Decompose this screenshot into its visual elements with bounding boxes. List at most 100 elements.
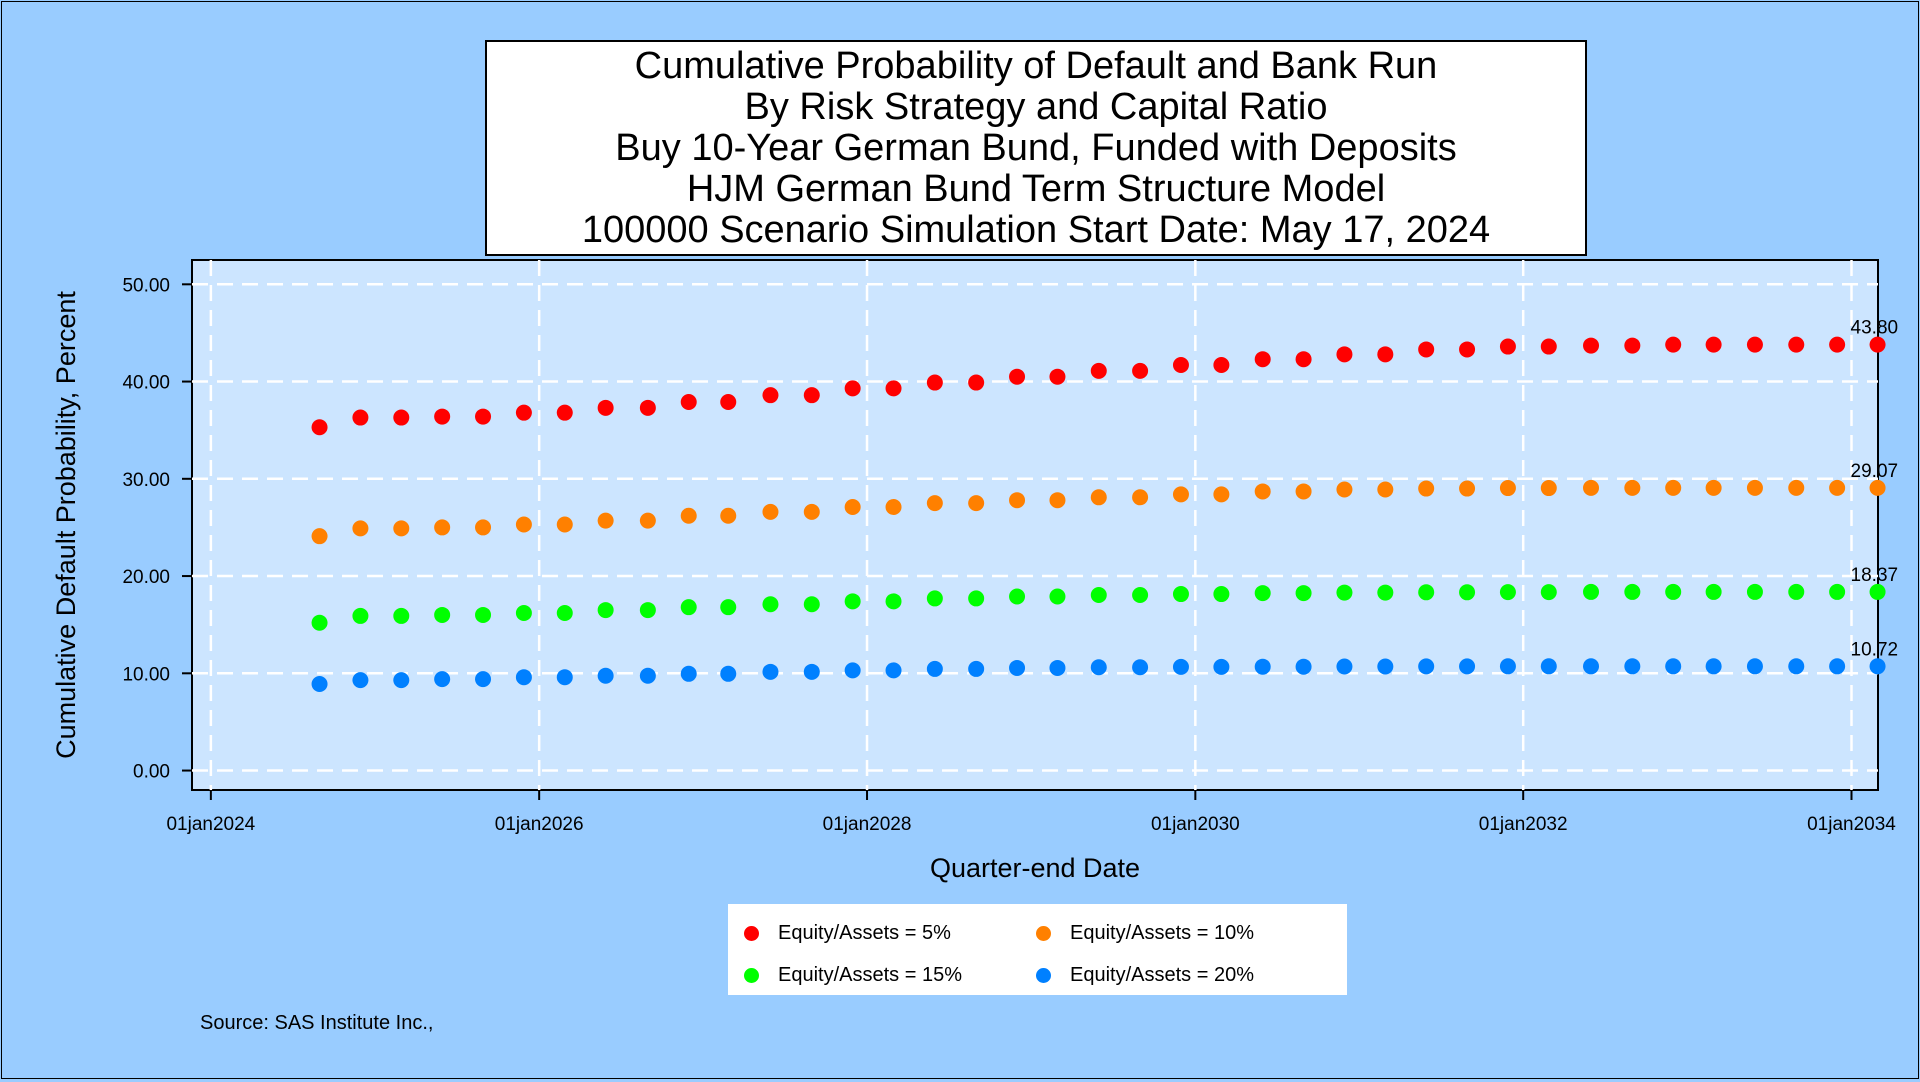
data-point bbox=[1418, 341, 1435, 358]
data-point bbox=[1213, 586, 1230, 603]
data-point bbox=[762, 596, 779, 613]
data-point bbox=[1132, 587, 1149, 604]
data-point bbox=[926, 590, 943, 607]
data-point bbox=[926, 495, 943, 512]
data-point bbox=[720, 599, 737, 616]
data-point bbox=[803, 596, 820, 613]
data-point bbox=[434, 671, 451, 688]
title-box: Cumulative Probability of Default and Ba… bbox=[485, 40, 1587, 256]
data-point bbox=[597, 602, 614, 619]
y-tick-label: 0.00 bbox=[133, 762, 170, 783]
data-point bbox=[434, 606, 451, 623]
data-point bbox=[1172, 586, 1189, 603]
data-point bbox=[1705, 336, 1722, 353]
data-point bbox=[515, 605, 532, 622]
data-point bbox=[475, 519, 492, 536]
data-point bbox=[1583, 658, 1600, 675]
data-point bbox=[475, 408, 492, 425]
data-point bbox=[1583, 337, 1600, 354]
data-point bbox=[515, 516, 532, 533]
data-point bbox=[1665, 336, 1682, 353]
legend-item-2: Equity/Assets = 10% bbox=[1036, 918, 1336, 949]
data-labels: 43.80 29.07 18.37 10.72 bbox=[1851, 318, 1899, 661]
title-line-3: Buy 10-Year German Bund, Funded with Dep… bbox=[615, 126, 1457, 169]
data-point bbox=[1254, 658, 1271, 675]
data-point bbox=[1049, 492, 1066, 509]
data-point bbox=[1624, 337, 1641, 354]
data-point bbox=[1172, 486, 1189, 503]
data-point bbox=[1665, 658, 1682, 675]
source-note: Source: SAS Institute Inc., bbox=[200, 1012, 434, 1034]
data-point bbox=[803, 663, 820, 680]
data-point bbox=[639, 512, 656, 529]
data-point bbox=[311, 419, 328, 436]
data-point bbox=[680, 507, 697, 524]
data-point bbox=[762, 503, 779, 520]
data-point bbox=[1746, 336, 1763, 353]
data-label: 43.80 bbox=[1851, 318, 1899, 339]
data-point bbox=[393, 672, 410, 689]
data-point bbox=[1746, 658, 1763, 675]
y-axis-title: Cumulative Default Probability, Percent bbox=[51, 291, 81, 759]
data-point bbox=[1009, 659, 1026, 676]
data-point bbox=[1746, 583, 1763, 600]
y-tick-label: 20.00 bbox=[122, 567, 170, 588]
legend-label-3: Equity/Assets = 15% bbox=[778, 963, 962, 986]
data-point bbox=[1499, 584, 1516, 601]
data-point bbox=[844, 593, 861, 610]
data-point bbox=[1295, 351, 1312, 368]
legend-marker-2 bbox=[1036, 926, 1051, 941]
data-point bbox=[1705, 583, 1722, 600]
data-point bbox=[1336, 481, 1353, 498]
data-label: 29.07 bbox=[1851, 461, 1899, 482]
data-point bbox=[311, 614, 328, 631]
data-point bbox=[1295, 585, 1312, 602]
data-point bbox=[844, 380, 861, 397]
data-point bbox=[1540, 480, 1557, 497]
data-point bbox=[1295, 483, 1312, 500]
data-point bbox=[1172, 357, 1189, 374]
data-point bbox=[1829, 336, 1846, 353]
data-point bbox=[434, 519, 451, 536]
data-point bbox=[393, 520, 410, 537]
data-point bbox=[720, 393, 737, 410]
x-tick-label: 01jan2032 bbox=[1479, 814, 1568, 835]
data-point bbox=[1295, 658, 1312, 675]
legend: Equity/Assets = 5% Equity/Assets = 10% E… bbox=[728, 904, 1347, 995]
data-point bbox=[1499, 480, 1516, 497]
data-point bbox=[968, 590, 985, 607]
data-point bbox=[1090, 659, 1107, 676]
data-point bbox=[311, 528, 328, 545]
data-label: 18.37 bbox=[1851, 565, 1899, 586]
data-point bbox=[1090, 489, 1107, 506]
data-point bbox=[844, 662, 861, 679]
data-point bbox=[556, 404, 573, 421]
x-tick-label: 01jan2030 bbox=[1151, 814, 1240, 835]
data-point bbox=[720, 665, 737, 682]
data-point bbox=[1090, 587, 1107, 604]
data-point bbox=[352, 672, 369, 689]
data-point bbox=[1788, 658, 1805, 675]
data-point bbox=[1665, 583, 1682, 600]
data-point bbox=[1336, 658, 1353, 675]
data-point bbox=[1459, 658, 1476, 675]
data-point bbox=[515, 669, 532, 686]
data-point bbox=[1829, 658, 1846, 675]
data-point bbox=[885, 593, 902, 610]
x-tick-label: 01jan2028 bbox=[823, 814, 912, 835]
data-point bbox=[1829, 479, 1846, 496]
data-point bbox=[1829, 583, 1846, 600]
data-point bbox=[1459, 341, 1476, 358]
data-point bbox=[1049, 368, 1066, 385]
data-point bbox=[1540, 338, 1557, 355]
data-point bbox=[434, 408, 451, 425]
x-tick-label: 01jan2034 bbox=[1807, 814, 1896, 835]
data-point bbox=[1788, 336, 1805, 353]
data-point bbox=[1418, 658, 1435, 675]
data-point bbox=[844, 499, 861, 516]
data-point bbox=[597, 667, 614, 684]
data-point bbox=[1869, 479, 1886, 496]
data-point bbox=[1869, 583, 1886, 600]
data-point bbox=[1336, 584, 1353, 601]
